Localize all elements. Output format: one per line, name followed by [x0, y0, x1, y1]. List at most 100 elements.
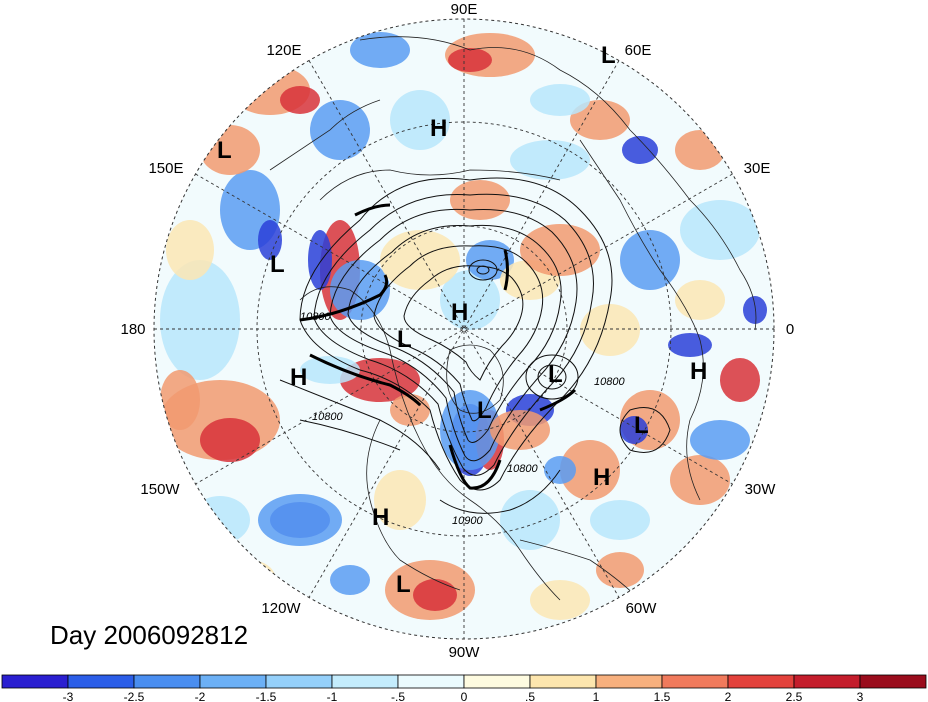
meridian-60e-120w	[308, 60, 620, 598]
colorbar-swatch	[199, 674, 267, 689]
contour-pole-low	[468, 259, 498, 281]
height-contours	[279, 177, 671, 514]
contour-4	[347, 224, 562, 443]
lon-label-90w: 90W	[449, 644, 481, 661]
colorbar-tick-label: -1.5	[256, 690, 277, 702]
map-title: Day 2006092812	[50, 620, 248, 650]
anomaly-blob	[622, 136, 658, 164]
colorbar-tick-label: 2.5	[786, 690, 803, 702]
anomaly-blob	[520, 224, 600, 276]
colorbar-tick-label: 0	[461, 690, 468, 702]
contour-greenland-low-inner	[537, 364, 567, 390]
colorbar-swatch	[265, 674, 333, 689]
jet-america	[448, 444, 502, 490]
coast-north-america	[299, 286, 561, 601]
jet-pole	[503, 249, 509, 291]
anomaly-blob	[258, 220, 282, 260]
anomaly-blob	[620, 230, 680, 290]
jet-pacific	[309, 353, 422, 407]
low-marker-iberia: L	[634, 412, 649, 439]
colorbar-tick-label: .5	[525, 690, 535, 702]
contour-iberia-low	[619, 407, 671, 453]
low-marker-alaska: L	[397, 326, 412, 353]
coast-arctic-siberia	[319, 169, 561, 201]
lon-label-90e: 90E	[451, 1, 478, 18]
jet-siberia	[354, 203, 391, 217]
lon-label-150e: 150E	[148, 160, 183, 177]
contour-americas	[439, 469, 561, 514]
colorbar-swatch	[793, 674, 861, 689]
anomaly-blob	[500, 490, 560, 550]
colorbar-swatch	[595, 674, 663, 689]
contour-label-2: 10800	[312, 411, 343, 423]
anomaly-blob	[390, 394, 430, 426]
low-marker-pacific-west: L	[270, 251, 285, 278]
lon-label-120w: 120W	[261, 600, 301, 617]
contour-pole-low-inner	[476, 265, 490, 275]
colorbar-swatch	[133, 674, 201, 689]
colorbar: -3 -2.5 -2 -1.5 -1 -.5 0 .5 1 1.5 2 2.5 3	[1, 674, 927, 702]
contour-pacific-2	[299, 419, 401, 451]
low-marker-150e: L	[217, 137, 232, 164]
anomaly-blob	[580, 304, 640, 356]
anomaly-blob	[560, 440, 620, 500]
low-marker-hudson: L	[477, 397, 492, 424]
anomaly-blob	[590, 500, 650, 540]
lon-label-0: 0	[786, 321, 794, 338]
contour-greenland-low	[525, 354, 579, 400]
lon-label-30w: 30W	[745, 481, 777, 498]
anomaly-blob	[690, 420, 750, 460]
colorbar-tick-label: 3	[857, 690, 864, 702]
jet-alaska	[299, 274, 389, 322]
meridian-120e-60w	[308, 60, 620, 598]
contour-pacific	[279, 379, 441, 471]
anomaly-blob	[670, 455, 730, 505]
high-marker-pole: H	[451, 299, 468, 326]
anomaly-blob	[743, 296, 767, 324]
anomaly-blob	[374, 470, 426, 530]
high-marker-atlantic: H	[593, 464, 610, 491]
colorbar-swatch	[859, 674, 927, 689]
lon-label-150w: 150W	[140, 481, 180, 498]
lon-label-180: 180	[120, 321, 145, 338]
anomaly-blob	[596, 552, 644, 588]
coast-eurasia	[359, 36, 757, 331]
anomaly-blob	[390, 90, 450, 150]
anomaly-blob	[720, 358, 760, 402]
anomaly-blob	[675, 130, 725, 170]
anomaly-blob	[190, 496, 250, 544]
colorbar-swatch	[67, 674, 135, 689]
colorbar-swatch	[1, 674, 69, 689]
anomaly-blob	[200, 418, 260, 462]
contour-label-4: 10900	[452, 515, 483, 527]
lat-circle-60	[360, 225, 568, 433]
anomaly-blob	[350, 32, 410, 68]
colorbar-swatch	[331, 674, 399, 689]
colorbar-swatch	[397, 674, 465, 689]
anomaly-blob	[308, 230, 332, 290]
anomaly-blob	[330, 565, 370, 595]
meridian-150e-30w	[195, 173, 733, 485]
anomaly-blob	[450, 180, 510, 220]
anomaly-blob	[440, 270, 500, 330]
colorbar-swatch	[661, 674, 729, 689]
colorbar-swatch	[463, 674, 531, 689]
lon-label-30e: 30E	[744, 160, 771, 177]
anomaly-blob	[448, 48, 492, 72]
anomaly-blob	[258, 494, 342, 546]
anomaly-blob	[570, 100, 630, 140]
colorbar-swatch	[529, 674, 597, 689]
high-marker-pacific: H	[290, 364, 307, 391]
colorbar-tick-label: -2.5	[124, 690, 145, 702]
lon-label-60e: 60E	[625, 42, 652, 59]
contour-1	[299, 177, 613, 491]
lon-label-120e: 120E	[266, 42, 301, 59]
high-marker-africa: H	[690, 358, 707, 385]
meridian-30e-150w	[195, 173, 733, 485]
colorbar-tick-label: -1	[327, 690, 338, 702]
coast-europe-africa	[579, 139, 704, 501]
anomaly-blob	[166, 220, 214, 280]
low-marker-60e: L	[601, 42, 616, 69]
colorbar-tick-label: 1.5	[654, 690, 671, 702]
